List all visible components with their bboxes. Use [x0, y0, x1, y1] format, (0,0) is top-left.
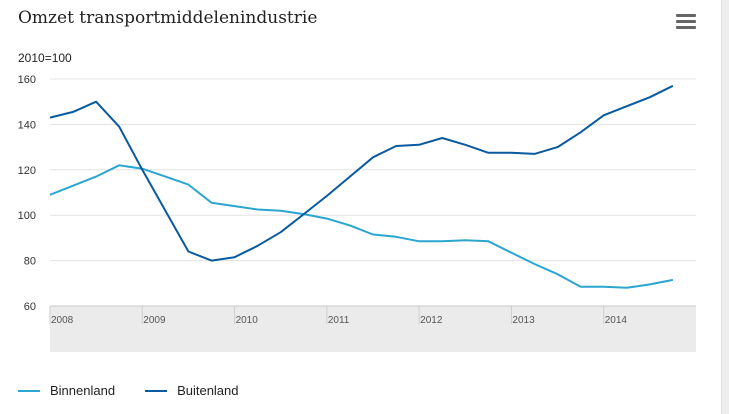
legend-item-binnenland[interactable]: Binnenland	[18, 383, 115, 398]
x-tick-label: 2014	[605, 315, 628, 326]
y-tick-label: 100	[18, 210, 36, 222]
y-tick-label: 120	[18, 165, 36, 177]
chart-legend: Binnenland Buitenland	[18, 383, 239, 398]
series-lines	[49, 84, 674, 289]
chart-menu-button[interactable]	[676, 14, 696, 32]
x-tick-label: 2008	[51, 315, 74, 326]
vertical-scrollbar[interactable]	[721, 0, 729, 414]
y-tick-label: 60	[24, 301, 36, 313]
x-tick-label: 2010	[236, 315, 259, 326]
x-tick-label: 2013	[512, 315, 535, 326]
y-tick-label: 160	[18, 74, 36, 86]
series-line-binnenland[interactable]	[49, 164, 674, 289]
grid-lines	[50, 78, 696, 262]
hamburger-menu-icon	[676, 14, 696, 29]
legend-swatch-buitenland	[145, 389, 168, 392]
y-tick-label: 140	[18, 119, 36, 131]
x-tick-label: 2009	[143, 315, 166, 326]
legend-label-buitenland: Buitenland	[177, 383, 239, 398]
legend-swatch-binnenland	[18, 389, 40, 392]
legend-item-buitenland[interactable]: Buitenland	[145, 383, 239, 398]
legend-label-binnenland: Binnenland	[50, 383, 116, 398]
x-axis-band	[50, 306, 696, 352]
x-tick-label: 2011	[328, 315, 350, 326]
y-axis-ticks: 60 80 100 120 140 160	[18, 74, 36, 313]
y-tick-label: 80	[24, 256, 36, 268]
y-axis-unit-label: 2010=100	[18, 51, 72, 65]
series-line-buitenland[interactable]	[49, 84, 674, 262]
x-axis-ticks: 2008 2009 2010 2011 2012 2013 2014	[49, 306, 628, 326]
chart-title: Omzet transportmiddelenindustrie	[18, 8, 318, 28]
x-tick-label: 2012	[420, 315, 443, 326]
